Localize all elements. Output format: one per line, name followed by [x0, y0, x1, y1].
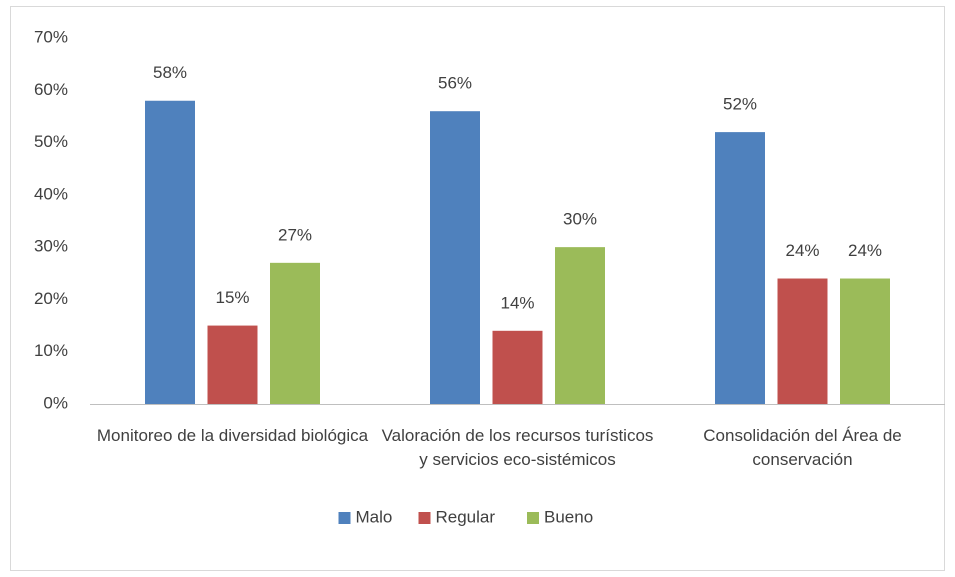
- bar: [777, 278, 828, 404]
- data-label: 52%: [723, 95, 757, 114]
- data-label: 15%: [215, 288, 249, 307]
- legend-label: Bueno: [544, 507, 593, 526]
- legend-swatch: [527, 512, 539, 524]
- data-label: 30%: [563, 210, 597, 229]
- bar: [555, 247, 605, 404]
- x-tick-label-box: Valoración de los recursos turísticos y …: [381, 426, 654, 469]
- y-tick-label: 20%: [34, 289, 68, 308]
- x-tick-label: Monitoreo de la diversidad biológica: [96, 426, 369, 445]
- bar: [715, 132, 765, 404]
- data-label: 58%: [153, 63, 187, 82]
- data-label: 24%: [785, 241, 819, 260]
- y-tick-label: 50%: [34, 132, 68, 151]
- bar: [430, 111, 480, 404]
- data-label: 56%: [438, 74, 472, 93]
- bar: [492, 330, 543, 404]
- y-tick-label: 30%: [34, 237, 68, 256]
- legend-label: Regular: [436, 507, 496, 526]
- data-label: 27%: [278, 225, 312, 244]
- bar: [840, 278, 890, 404]
- data-label: 14%: [500, 293, 534, 312]
- x-tick-label: Valoración de los recursos turísticos y …: [381, 426, 654, 469]
- data-label: 24%: [848, 241, 882, 260]
- y-tick-label: 40%: [34, 184, 68, 203]
- bar: [270, 262, 320, 404]
- bar: [145, 100, 195, 404]
- x-tick-label-box: Monitoreo de la diversidad biológica: [96, 426, 369, 445]
- y-tick-label: 0%: [43, 393, 68, 412]
- legend-swatch: [418, 512, 431, 524]
- x-tick-label: Consolidación del Área de conservación: [703, 426, 902, 469]
- y-tick-label: 60%: [34, 80, 68, 99]
- bar: [207, 325, 258, 404]
- y-tick-label: 10%: [34, 341, 68, 360]
- x-tick-label-box: Consolidación del Área de conservación: [703, 426, 902, 469]
- legend-swatch: [338, 512, 351, 524]
- legend-label: Malo: [356, 507, 393, 526]
- y-tick-label: 70%: [34, 27, 68, 46]
